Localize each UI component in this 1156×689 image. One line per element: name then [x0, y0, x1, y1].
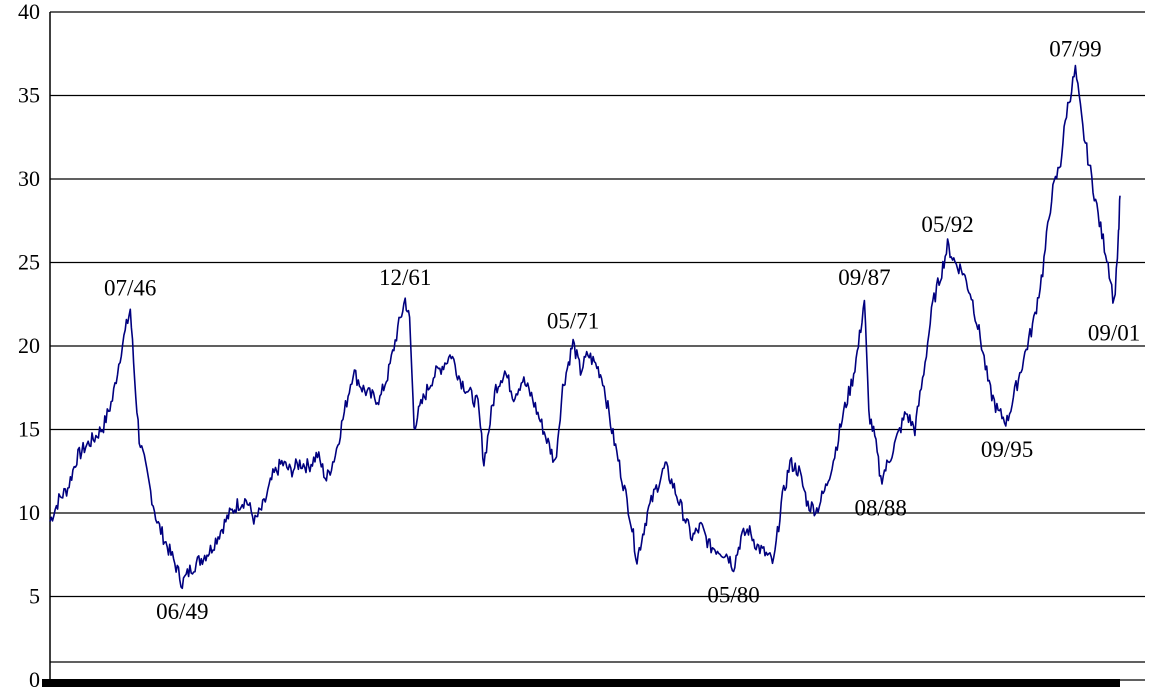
- y-tick-label-20: 20: [18, 333, 40, 358]
- annotation-07-46: 07/46: [104, 275, 156, 300]
- y-tick-label-40: 40: [18, 0, 40, 24]
- annotation-05-71: 05/71: [547, 309, 599, 334]
- peak-trough-annotations: 07/46 06/49 12/61 05/71 05/80 09/87 08/88 05/92…: [104, 36, 1140, 624]
- y-tick-label-10: 10: [18, 500, 40, 525]
- annotation-09-95: 09/95: [981, 437, 1033, 462]
- annotation-07-99: 07/99: [1049, 36, 1101, 61]
- y-axis-tick-labels: 0 5 10 15 20 25 30 35 40: [18, 0, 40, 689]
- annotation-05-92: 05/92: [921, 212, 973, 237]
- y-tick-label-5: 5: [29, 584, 40, 609]
- y-tick-label-15: 15: [18, 417, 40, 442]
- x-axis-bar: [42, 679, 1120, 687]
- series-line: [49, 64, 1121, 590]
- y-tick-label-0: 0: [29, 667, 40, 689]
- y-tick-label-35: 35: [18, 83, 40, 108]
- annotation-05-80: 05/80: [707, 582, 759, 607]
- y-tick-label-30: 30: [18, 166, 40, 191]
- gridlines: [50, 11, 1145, 681]
- annotation-08-88: 08/88: [855, 496, 907, 521]
- annotation-09-01: 09/01: [1088, 320, 1140, 345]
- annotation-09-87: 09/87: [838, 265, 890, 290]
- y-tick-label-25: 25: [18, 250, 40, 275]
- annotation-12-61: 12/61: [379, 265, 431, 290]
- annotation-06-49: 06/49: [156, 599, 208, 624]
